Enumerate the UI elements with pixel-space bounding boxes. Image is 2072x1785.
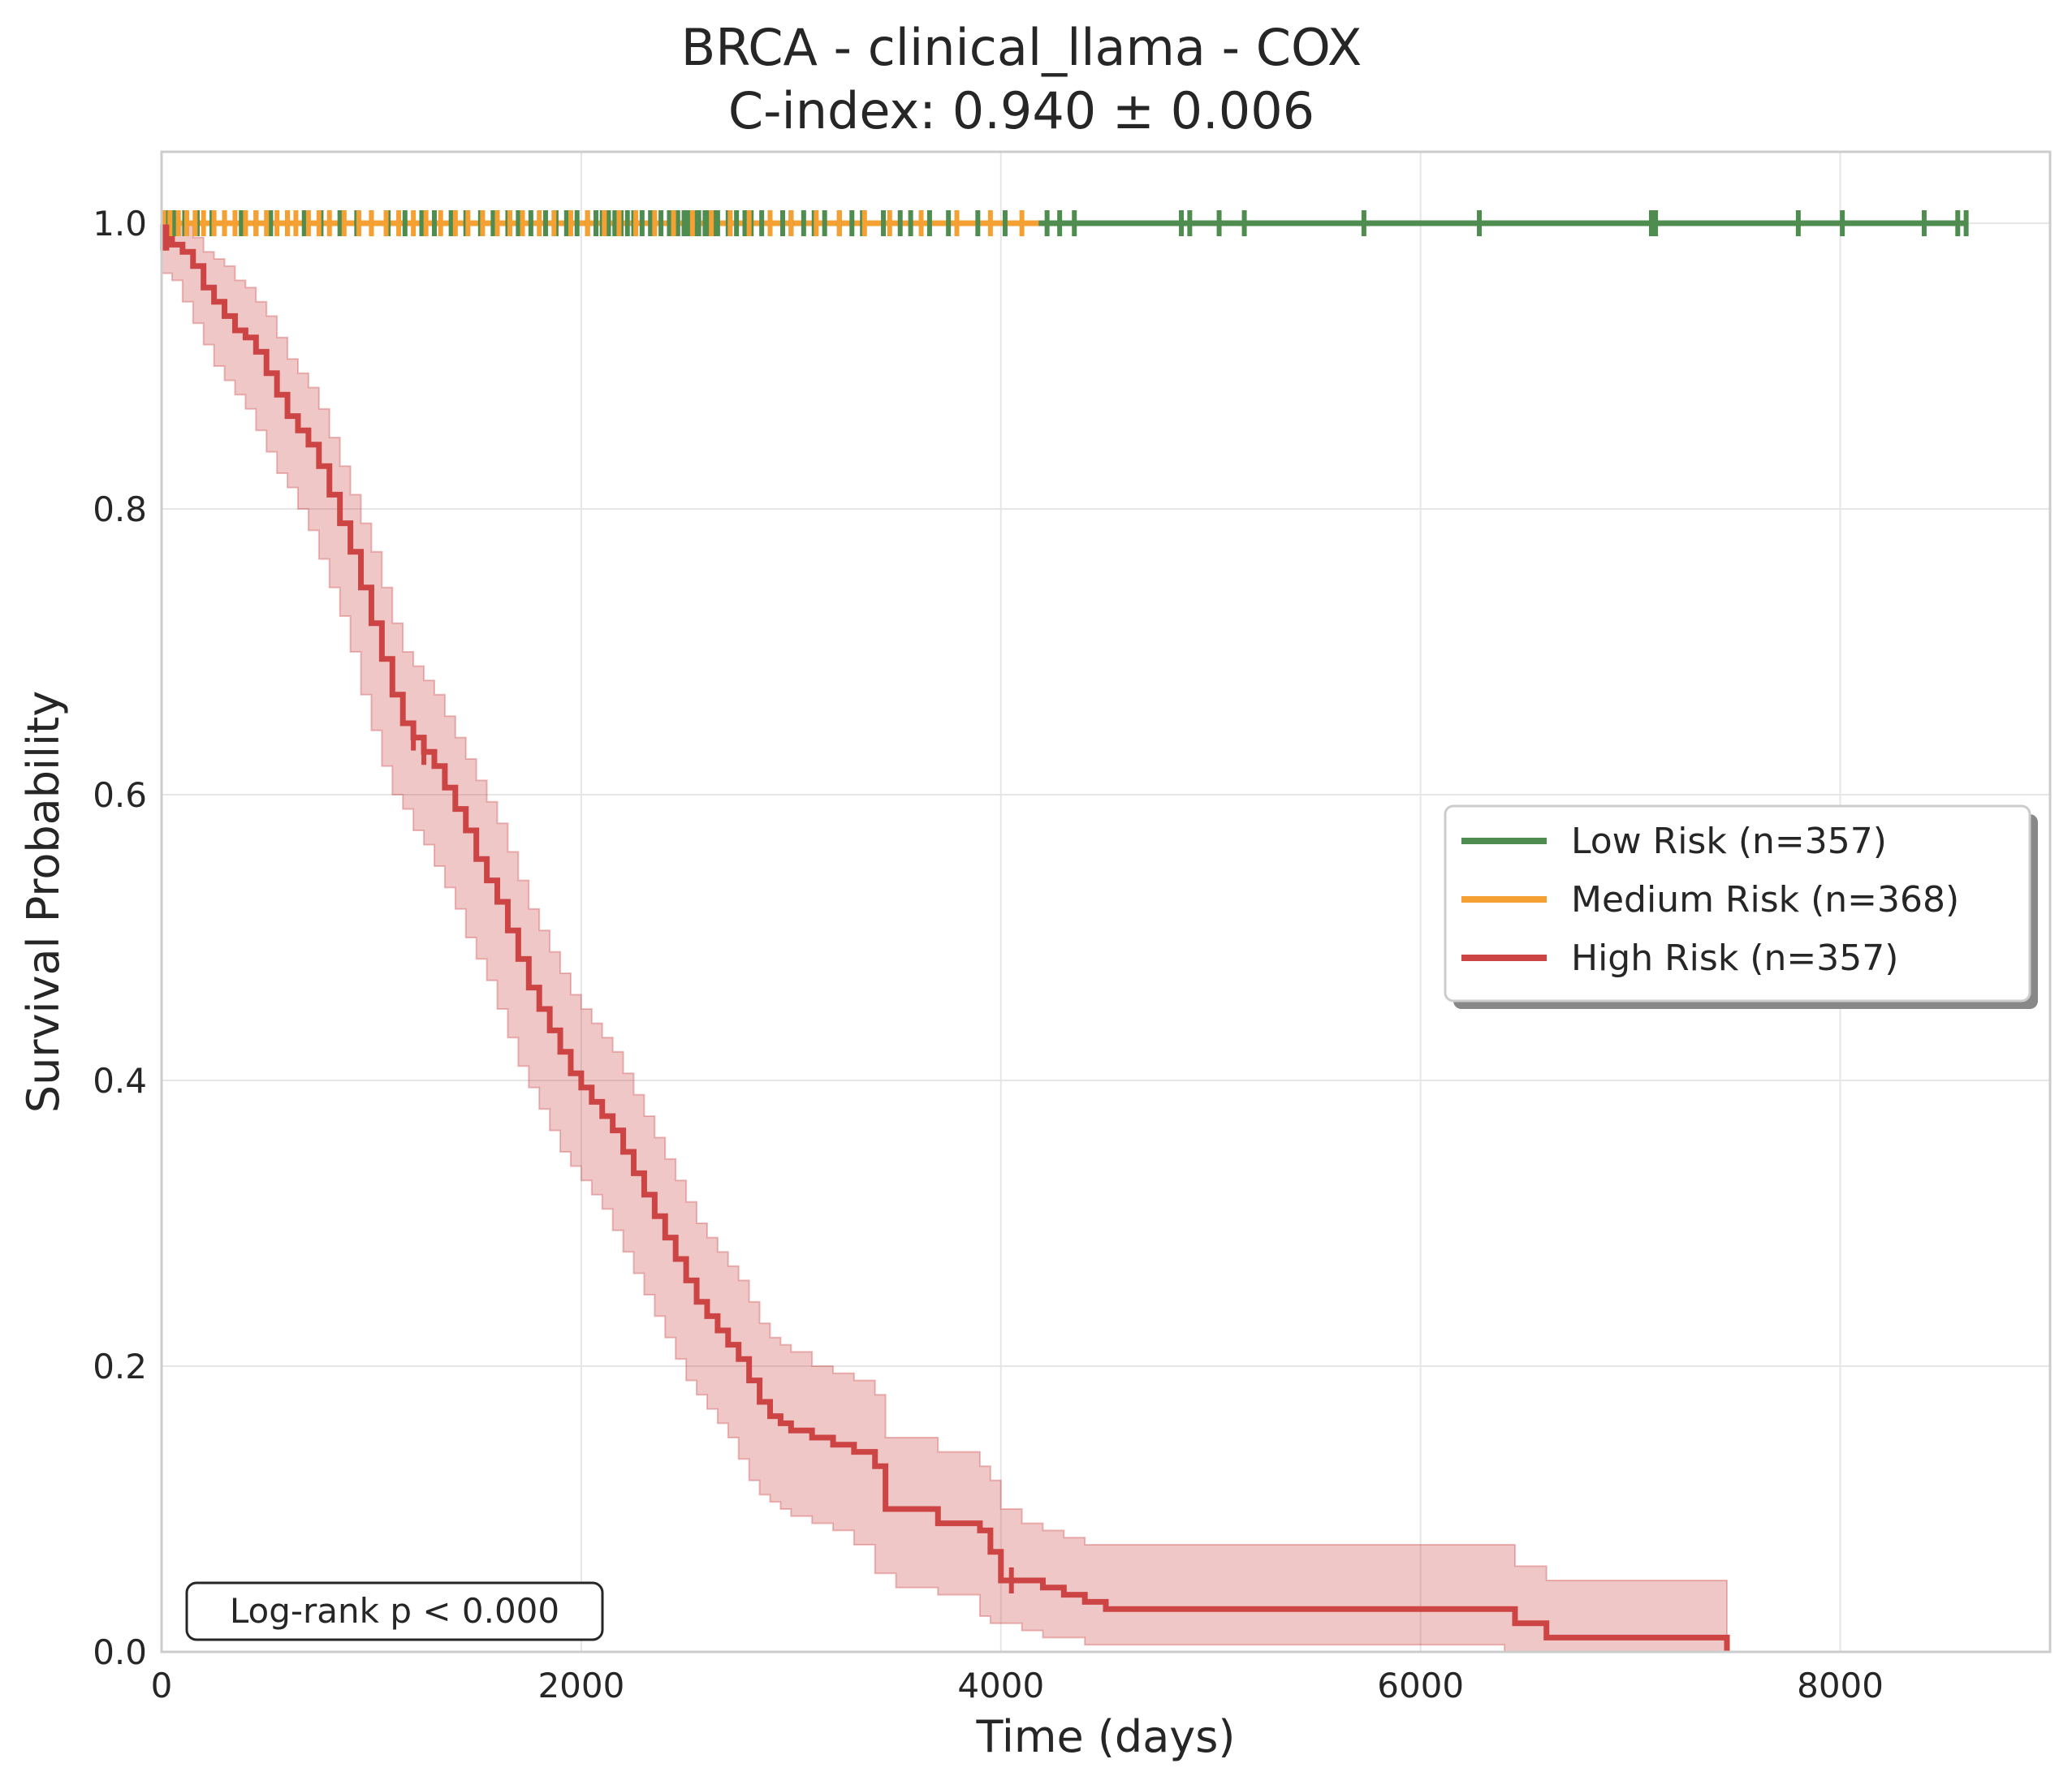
y-tick-label: 0.2 (93, 1347, 147, 1386)
censor-marks-layer (160, 210, 1969, 1593)
x-tick-label: 4000 (957, 1666, 1044, 1705)
y-tick-label: 0.6 (93, 775, 147, 815)
x-tick-label: 8000 (1797, 1666, 1884, 1705)
chart-title-line1: BRCA - clinical_llama - COX (681, 18, 1362, 77)
annotation-box (185, 1581, 604, 1641)
series-line-high-risk (162, 235, 1730, 1652)
legend: Low Risk (n=357) Medium Risk (n=368) Hig… (1444, 804, 2038, 1009)
x-tick-label: 6000 (1377, 1666, 1464, 1705)
chart-title-line2: C-index: 0.940 ± 0.006 (728, 81, 1314, 140)
x-tick-label: 2000 (537, 1666, 624, 1705)
y-tick-label: 0.4 (93, 1061, 147, 1101)
plot-frame (160, 150, 2052, 1653)
legend-box (1444, 804, 2031, 1002)
y-tick-label: 0.0 (93, 1632, 147, 1672)
x-axis-label: Time (days) (976, 1711, 1236, 1762)
legend-label-low-risk: Low Risk (n=357) (1571, 821, 1887, 862)
x-tick-labels: 0 2000 4000 6000 8000 (151, 1666, 1884, 1705)
x-tick-label: 0 (151, 1666, 173, 1705)
y-tick-labels: 0.0 0.2 0.4 0.6 0.8 1.0 (93, 204, 147, 1672)
annotation-text: Log-rank p < 0.000 (230, 1591, 559, 1631)
y-tick-label: 0.8 (93, 489, 147, 529)
legend-label-high-risk: High Risk (n=357) (1571, 938, 1898, 979)
y-axis-label: Survival Probability (18, 691, 69, 1113)
y-tick-label: 1.0 (93, 204, 147, 244)
logrank-annotation: Log-rank p < 0.000 (185, 1581, 604, 1641)
legend-label-medium-risk: Medium Risk (n=368) (1571, 879, 1959, 921)
